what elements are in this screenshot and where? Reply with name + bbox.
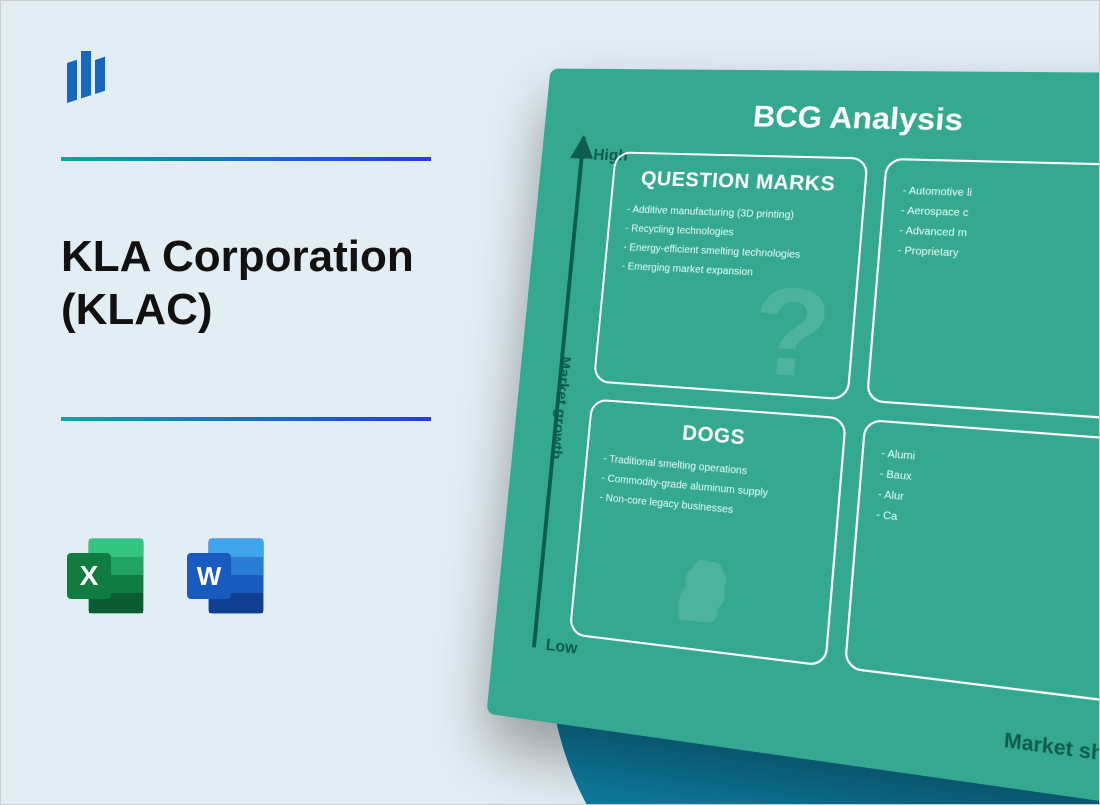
word-icon: W: [181, 531, 271, 621]
dog-watermark-icon: [647, 536, 750, 665]
quadrant-title: DOGS: [605, 416, 826, 457]
promo-card: KLA Corporation (KLAC) X: [0, 0, 1100, 805]
x-axis-label: Market sha: [1003, 729, 1100, 768]
quadrant-dogs: DOGS Traditional smelting operations Com…: [569, 398, 847, 666]
left-panel: KLA Corporation (KLAC) X: [61, 51, 481, 621]
quadrant-items: Automotive li Aerospace c Advanced m Pro…: [897, 181, 1100, 271]
quadrant-grid: QUESTION MARKS Additive manufacturing (3…: [569, 151, 1100, 704]
quadrant-title: QUESTION MARKS: [629, 168, 848, 198]
y-axis-low-label: Low: [545, 636, 578, 659]
excel-letter: X: [80, 560, 99, 591]
divider-bottom: [61, 417, 431, 421]
file-icons-row: X W: [61, 531, 481, 621]
y-axis-label: Market growth: [547, 356, 573, 460]
excel-icon: X: [61, 531, 151, 621]
page-title: KLA Corporation (KLAC): [61, 231, 481, 337]
quadrant-items: Traditional smelting operations Commodit…: [599, 449, 824, 528]
quadrant-cash-cows: Alumi Baux Alur Ca: [844, 419, 1100, 705]
quadrant-items: Alumi Baux Alur Ca: [875, 444, 1100, 549]
quadrant-question-marks: QUESTION MARKS Additive manufacturing (3…: [593, 151, 869, 400]
word-letter: W: [197, 561, 222, 591]
quadrant-stars: Automotive li Aerospace c Advanced m Pro…: [866, 158, 1100, 422]
divider-top: [61, 157, 431, 161]
matrix-title: BCG Analysis: [573, 98, 1100, 143]
quadrant-items: Additive manufacturing (3D printing) Rec…: [621, 200, 845, 286]
bcg-matrix-card: BCG Analysis High Market growth Low QUES…: [486, 69, 1100, 805]
brand-logo-icon: [61, 51, 481, 117]
